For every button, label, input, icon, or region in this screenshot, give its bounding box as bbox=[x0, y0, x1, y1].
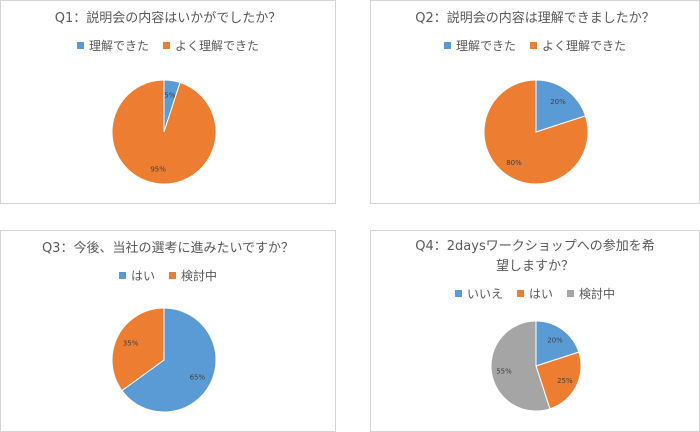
legend-label: はい bbox=[528, 287, 553, 301]
chart-legend: 理解できた よく理解できた bbox=[1, 37, 335, 54]
legend-swatch bbox=[163, 42, 170, 49]
legend-label: 理解できた bbox=[455, 39, 516, 53]
chart-legend: はい 検討中 bbox=[1, 267, 335, 284]
pie-slice bbox=[535, 320, 580, 367]
slice-label: 25% bbox=[557, 377, 573, 385]
legend-item: よく理解できた bbox=[163, 37, 259, 54]
legend-swatch bbox=[454, 290, 462, 297]
legend-label: いいえ bbox=[466, 287, 503, 301]
legend-swatch bbox=[118, 272, 126, 279]
legend-swatch bbox=[443, 42, 451, 49]
legend-label: 検討中 bbox=[579, 287, 616, 301]
legend-item: 理解できた bbox=[443, 37, 516, 54]
chart-panel-q4: Q4：2daysワークショップへの参加を希望しますか？ いいえ はい 検討中 2… bbox=[370, 230, 700, 432]
slice-label: 65% bbox=[190, 374, 206, 382]
slice-label: 35% bbox=[123, 340, 139, 348]
slice-label: 55% bbox=[496, 368, 512, 376]
legend-label: 理解できた bbox=[88, 39, 149, 53]
pie-chart: 65% 35% bbox=[111, 307, 217, 413]
legend-item: はい bbox=[516, 285, 553, 302]
slice-label: 20% bbox=[550, 98, 566, 106]
slice-label: 95% bbox=[150, 165, 166, 173]
legend-item: よく理解できた bbox=[530, 37, 626, 54]
pie-chart: 5% 95% bbox=[111, 79, 217, 185]
pie-chart: 20% 80% bbox=[483, 79, 589, 185]
slice-label: 20% bbox=[547, 336, 563, 344]
pie-slice bbox=[111, 79, 217, 185]
slice-label: 5% bbox=[164, 92, 175, 100]
pie-slice bbox=[535, 79, 587, 133]
legend-swatch bbox=[76, 42, 84, 49]
chart-title: Q2：説明会の内容は理解できましたか？ bbox=[415, 11, 655, 26]
chart-title: Q3：今後、当社の選考に進みたいですか？ bbox=[41, 241, 295, 256]
legend-item: いいえ bbox=[454, 285, 503, 302]
legend-label: 検討中 bbox=[181, 269, 218, 283]
chart-title: Q4：2daysワークショップへの参加を希望しますか？ bbox=[415, 239, 655, 274]
legend-label: はい bbox=[130, 269, 155, 283]
pie-slice bbox=[490, 320, 551, 412]
chart-panel-q2: Q2：説明会の内容は理解できましたか？ 理解できた よく理解できた 20% 80% bbox=[370, 0, 700, 204]
pie-slice bbox=[535, 351, 582, 410]
legend-swatch bbox=[530, 42, 537, 49]
pie-slice bbox=[121, 307, 217, 413]
pie-slice bbox=[483, 79, 589, 185]
legend-item: 理解できた bbox=[76, 37, 149, 54]
legend-swatch bbox=[169, 272, 176, 279]
chart-legend: いいえ はい 検討中 bbox=[371, 285, 699, 302]
chart-legend: 理解できた よく理解できた bbox=[371, 37, 699, 54]
chart-panel-q3: Q3：今後、当社の選考に進みたいですか？ はい 検討中 65% 35% bbox=[0, 230, 336, 432]
chart-panel-q1: Q1：説明会の内容はいかがでしたか？ 理解できた よく理解できた 5% 95% bbox=[0, 0, 336, 204]
legend-label: よく理解できた bbox=[175, 39, 260, 53]
slice-label: 80% bbox=[506, 159, 522, 167]
legend-swatch bbox=[516, 290, 524, 297]
legend-item: 検討中 bbox=[567, 285, 615, 302]
legend-item: 検討中 bbox=[169, 267, 217, 284]
legend-label: よく理解できた bbox=[542, 39, 627, 53]
pie-slice bbox=[111, 307, 165, 392]
chart-title: Q1：説明会の内容はいかがでしたか？ bbox=[54, 11, 282, 26]
legend-swatch bbox=[567, 290, 574, 297]
pie-chart: 20% 25% 55% bbox=[490, 320, 582, 412]
legend-item: はい bbox=[118, 267, 155, 284]
